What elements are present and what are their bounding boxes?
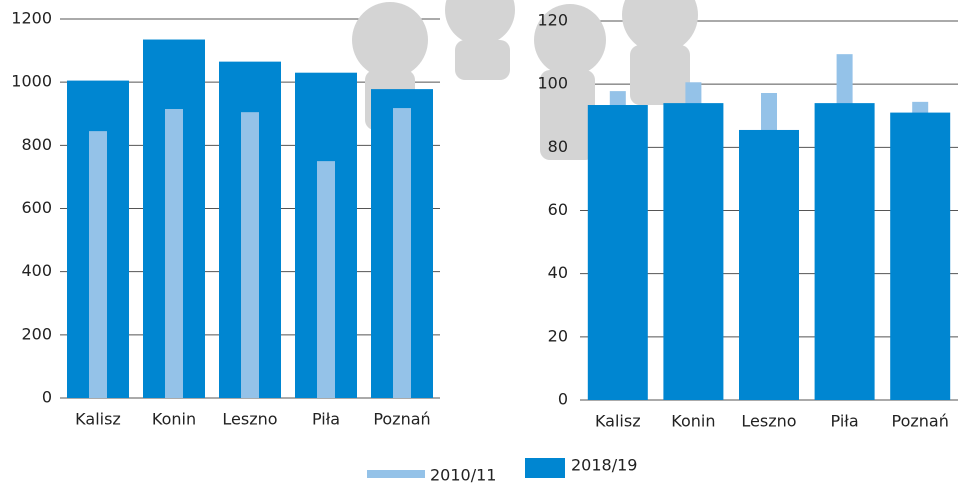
x-tick-label: Leszno bbox=[222, 410, 277, 429]
x-tick-label: Poznań bbox=[892, 412, 949, 431]
y-tick-label: 80 bbox=[548, 137, 568, 156]
x-tick-label: Konin bbox=[671, 412, 715, 431]
legend-swatch bbox=[525, 458, 565, 478]
x-tick-label: Poznań bbox=[373, 410, 430, 429]
bar bbox=[814, 103, 875, 400]
x-tick-label: Konin bbox=[152, 410, 196, 429]
x-tick-label: Piła bbox=[312, 410, 340, 429]
x-tick-label: Kalisz bbox=[595, 412, 641, 431]
bar bbox=[317, 161, 335, 398]
y-tick-label: 100 bbox=[537, 74, 568, 93]
y-tick-label: 0 bbox=[42, 388, 52, 407]
y-tick-label: 600 bbox=[21, 198, 52, 217]
bar bbox=[739, 129, 799, 400]
bar bbox=[393, 108, 411, 398]
x-tick-label: Kalisz bbox=[75, 410, 121, 429]
bar bbox=[587, 105, 648, 401]
y-tick-label: 1200 bbox=[11, 9, 52, 28]
bar bbox=[89, 131, 107, 398]
legend-label: 2018/19 bbox=[571, 456, 637, 475]
y-tick-label: 40 bbox=[548, 263, 568, 282]
x-tick-label: Piła bbox=[831, 412, 859, 431]
bar bbox=[241, 112, 259, 398]
y-tick-label: 0 bbox=[558, 390, 568, 409]
legend-label: 2010/11 bbox=[430, 466, 496, 485]
legend-swatch bbox=[367, 470, 425, 478]
x-tick-label: Leszno bbox=[741, 412, 796, 431]
y-tick-label: 200 bbox=[21, 324, 52, 343]
y-tick-label: 120 bbox=[537, 11, 568, 30]
bar bbox=[663, 103, 724, 400]
y-tick-label: 20 bbox=[548, 326, 568, 345]
y-tick-label: 800 bbox=[21, 135, 52, 154]
y-tick-label: 1000 bbox=[11, 72, 52, 91]
bar bbox=[165, 109, 183, 398]
y-tick-label: 60 bbox=[548, 200, 568, 219]
bar bbox=[890, 112, 951, 400]
y-tick-label: 400 bbox=[21, 261, 52, 280]
